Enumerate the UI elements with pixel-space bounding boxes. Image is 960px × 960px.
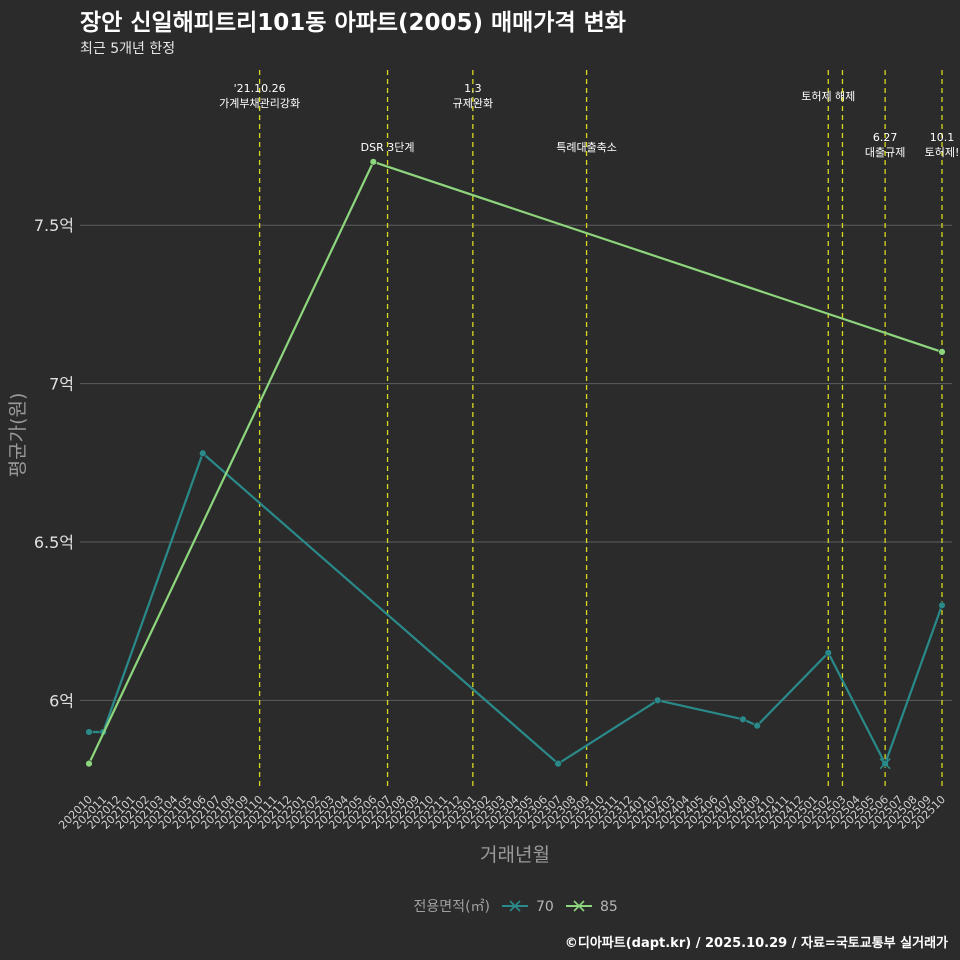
legend-key-cross [573, 900, 585, 912]
event-label: 대출규제 [865, 146, 905, 159]
event-label: DSR 3단계 [361, 141, 415, 154]
event-label: 특례대출축소 [556, 141, 617, 154]
y-tick-label: 7.5억 [34, 216, 74, 235]
y-gridlines [80, 224, 952, 701]
event-label: '21.10.26 [234, 82, 286, 95]
x-axis-ticks: 2020102020112020122021012021022021032021… [56, 793, 948, 832]
data-point-70 [753, 721, 761, 730]
y-tick-label: 7억 [49, 375, 74, 394]
data-point-70 [938, 601, 946, 609]
data-point-70 [653, 696, 662, 705]
footer-credit: ©디아파트(dapt.kr) / 2025.10.29 / 자료=국토교통부 실… [565, 935, 948, 951]
event-label: 가계부채관리강화 [219, 97, 300, 110]
data-point-70 [824, 649, 832, 657]
data-point-85 [369, 158, 378, 166]
chart-title: 장안 신일해피트리101동 아파트(2005) 매매가격 변화 [80, 10, 626, 36]
data-point-70 [554, 759, 562, 768]
event-label: 10.1 [930, 131, 955, 144]
y-tick-label: 6억 [49, 691, 74, 710]
legend: 전용면적(㎡) 70 85 [414, 899, 618, 915]
legend-title: 전용면적(㎡) [414, 899, 490, 915]
event-label: 토허제 해제 [801, 89, 855, 103]
data-point-70 [739, 715, 747, 724]
x-axis-label: 거래년월 [480, 844, 550, 866]
data-series [85, 158, 946, 770]
legend-key-cross [509, 900, 521, 912]
y-tick-label: 6.5억 [34, 533, 74, 552]
series-line-85 [88, 160, 943, 765]
legend-label: 85 [600, 899, 618, 915]
legend-label: 70 [536, 899, 554, 915]
event-label: 6.27 [873, 131, 898, 144]
chart-subtitle: 최근 5개년 한정 [80, 41, 175, 57]
event-label: 1.3 [464, 82, 482, 95]
cross-marker [879, 758, 891, 770]
data-point-70 [199, 449, 207, 457]
y-axis-label: 평균가(원) [7, 393, 29, 478]
y-axis-ticks: 6억 6.5억 7억 7.5억 [34, 216, 74, 710]
data-point-70 [85, 728, 93, 736]
event-label: 규제완화 [453, 97, 493, 110]
data-point-85 [85, 759, 93, 768]
event-label: 토허제! [925, 146, 960, 159]
series-line-70 [89, 452, 944, 765]
data-point-85 [938, 348, 946, 356]
